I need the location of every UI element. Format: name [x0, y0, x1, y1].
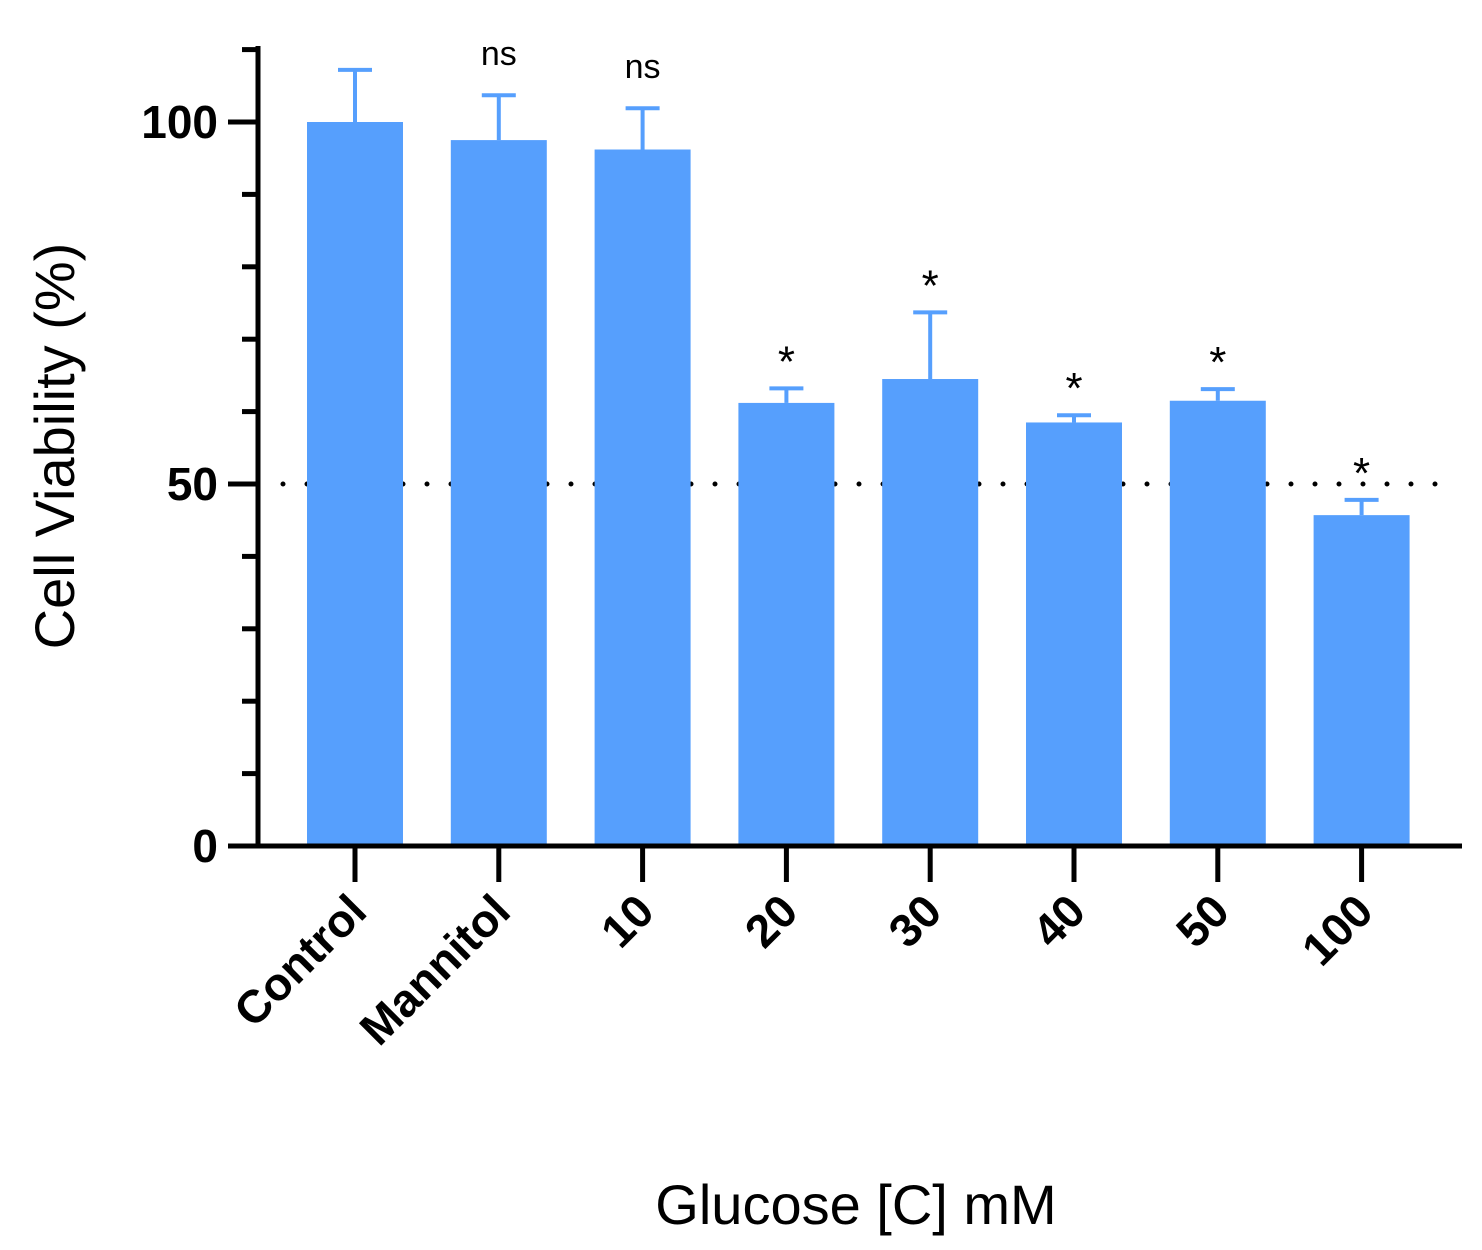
bar — [1026, 422, 1122, 846]
x-tick-label: 10 — [591, 884, 664, 957]
significance-ns: ns — [625, 48, 661, 86]
x-axis-title: Glucose [C] mM — [655, 1173, 1056, 1236]
bars — [307, 67, 1410, 847]
x-tick-label: 30 — [878, 884, 951, 957]
axes — [255, 46, 1462, 849]
x-tick-label: Mannitol — [349, 884, 519, 1054]
bar — [594, 149, 691, 847]
significance-star: * — [1209, 338, 1226, 387]
y-major-ticks: 0 50 100 — [141, 96, 258, 872]
bar — [1169, 400, 1266, 846]
bar — [307, 122, 403, 846]
bar — [450, 140, 547, 847]
bar — [1313, 515, 1410, 846]
bar — [882, 379, 979, 846]
significance-labels: ns ns * * * * * — [481, 35, 1370, 498]
significance-star: * — [922, 261, 939, 310]
significance-star: * — [1065, 364, 1082, 413]
significance-star: * — [778, 337, 795, 386]
x-tick-label: 50 — [1166, 884, 1239, 957]
x-tick-label: 100 — [1292, 884, 1383, 975]
y-tick-label: 100 — [141, 96, 218, 148]
y-minor-ticks — [242, 47, 258, 777]
y-axis-title: Cell Viability (%) — [23, 243, 86, 650]
x-tick-label: 40 — [1022, 884, 1095, 957]
bar — [738, 402, 835, 846]
significance-ns: ns — [481, 35, 517, 73]
y-tick-label: 0 — [192, 820, 218, 872]
x-tick-label: 20 — [735, 884, 808, 957]
y-tick-label: 50 — [167, 458, 218, 510]
significance-star: * — [1353, 449, 1370, 498]
